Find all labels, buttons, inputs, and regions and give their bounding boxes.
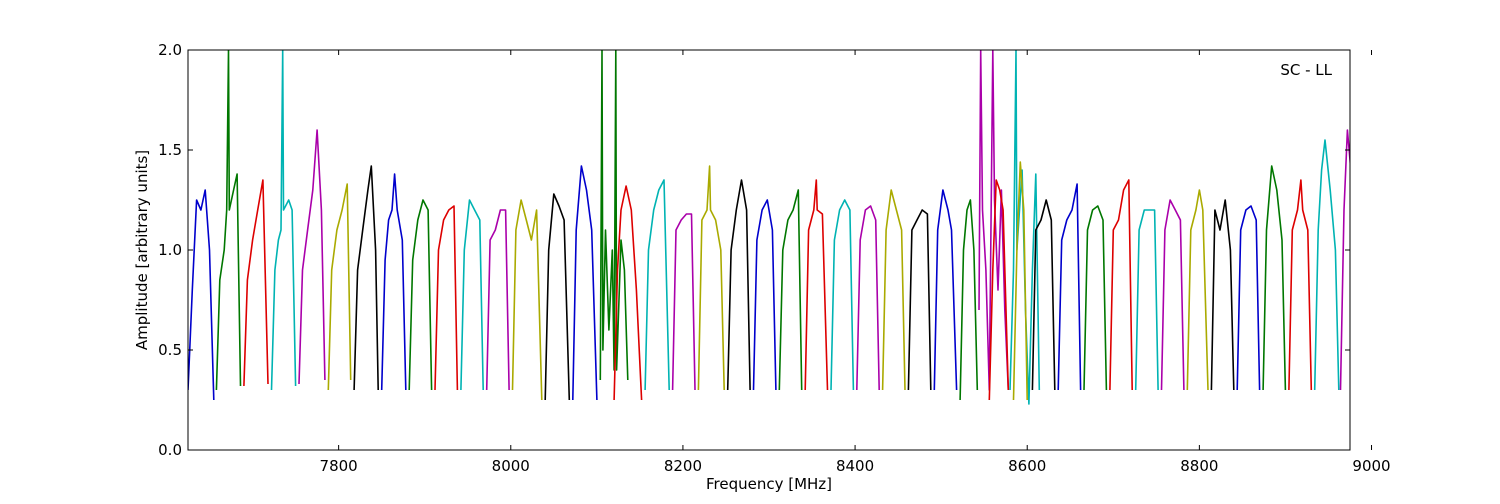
series-line — [881, 189, 906, 391]
plot-frame — [187, 49, 1351, 451]
y-tick-label: 1.5 — [158, 141, 182, 159]
series-line — [1339, 129, 1350, 391]
series-line — [697, 165, 725, 391]
ticks-layer: 7800 8000 8200 8400 8600 8800 9000 0.0 0.5 1.0 1.5… — [158, 41, 1390, 475]
series-line — [408, 199, 433, 391]
x-tick-label: 8000 — [492, 457, 530, 475]
series-line — [460, 199, 484, 391]
x-tick-label: 8400 — [836, 457, 874, 475]
x-tick-label: 7800 — [320, 457, 358, 475]
series-line — [188, 189, 215, 401]
series-line — [1109, 179, 1133, 391]
series-line — [907, 209, 932, 391]
series-line — [752, 199, 777, 391]
series-line — [613, 185, 643, 401]
x-tick-label: 9000 — [1352, 457, 1390, 475]
series-line — [270, 50, 297, 391]
series-line — [671, 213, 696, 391]
series-line — [1134, 209, 1159, 391]
series-line — [959, 199, 979, 401]
series-line — [830, 199, 855, 391]
x-tick-label: 8200 — [664, 457, 702, 475]
series-line — [599, 50, 629, 381]
series-line — [978, 50, 1010, 391]
series-line — [380, 173, 407, 391]
series-line — [1368, 186, 1390, 400]
x-tick-label: 8600 — [1008, 457, 1046, 475]
series-line — [243, 179, 269, 387]
series-line — [1031, 199, 1056, 391]
y-tick-label: 0.5 — [158, 341, 182, 359]
series-line — [1012, 161, 1028, 401]
series-line — [644, 179, 670, 391]
series-line — [572, 165, 598, 401]
series-line — [778, 189, 803, 391]
series-line — [1236, 205, 1261, 391]
y-tick-label: 0.0 — [158, 441, 182, 459]
series-line — [933, 189, 958, 391]
series-line — [1288, 179, 1313, 391]
y-axis-title: Amplitude [arbitrary units] — [133, 150, 151, 350]
series-line — [485, 209, 510, 391]
series-line — [988, 179, 1010, 401]
series-line — [511, 199, 543, 401]
series-line — [1083, 205, 1108, 391]
series-line — [1160, 199, 1185, 391]
series-line — [1262, 165, 1287, 391]
series-line — [327, 183, 352, 391]
y-tick-label: 1.0 — [158, 241, 182, 259]
series-line — [434, 205, 459, 391]
series-line — [298, 129, 326, 385]
series-line — [726, 179, 751, 391]
series-line — [353, 165, 379, 391]
x-tick-label: 8800 — [1180, 457, 1218, 475]
series-line — [1210, 199, 1235, 391]
y-tick-label: 2.0 — [158, 41, 182, 59]
series-line — [1313, 139, 1340, 391]
series-line — [544, 193, 571, 401]
series-line — [1186, 189, 1209, 391]
series-line — [1057, 183, 1082, 391]
series-layer — [188, 50, 1390, 405]
x-axis-title: Frequency [MHz] — [706, 475, 832, 493]
corner-annotation: SC - LL — [1280, 61, 1332, 79]
series-line — [804, 179, 829, 391]
series-line — [856, 205, 880, 391]
series-line — [215, 50, 242, 391]
